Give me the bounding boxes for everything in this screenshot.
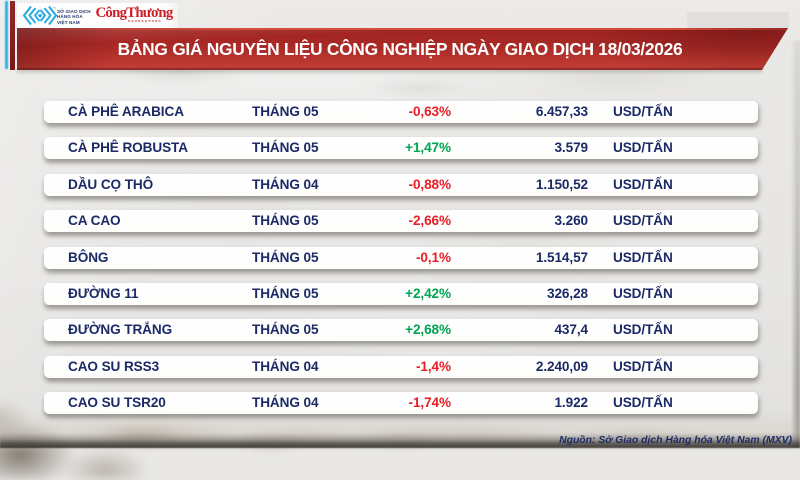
page-title: BẢNG GIÁ NGUYÊN LIỆU CÔNG NGHIỆP NGÀY GI… [117, 38, 683, 59]
percent-change: -2,66% [408, 213, 452, 229]
price-value: 6.457,33 [535, 104, 588, 119]
contract-month: THÁNG 05 [252, 285, 319, 301]
table-row: CAO SU TSR20 THÁNG 04 -1,74% 1.922 USD/TẤN [44, 392, 758, 415]
price-value: 1.514,57 [535, 249, 588, 265]
table-row: CAO SU RSS3 THÁNG 04 -1,4% 2.240,09 USD/TẤN [44, 355, 758, 378]
commodity-name: CAO SU TSR20 [68, 395, 166, 411]
mxv-logo-icon [23, 6, 57, 25]
contract-month: THÁNG 04 [252, 395, 319, 411]
contract-month: THÁNG 05 [252, 249, 319, 265]
price-unit: USD/TẤN [613, 176, 673, 192]
contract-month: THÁNG 04 [252, 358, 319, 374]
background-right-shade [791, 40, 800, 448]
price-table: CÀ PHÊ ARABICA THÁNG 05 -0,63% 6.457,33 USD/… [44, 101, 758, 415]
commodity-name: DẦU CỌ THÔ [68, 176, 154, 192]
commodity-name: CÀ PHÊ ARABICA [68, 104, 184, 119]
price-unit: USD/TẤN [613, 358, 673, 374]
contract-month: THÁNG 04 [252, 176, 319, 192]
price-unit: USD/TẤN [613, 285, 673, 301]
commodity-name: BÔNG [68, 249, 109, 265]
price-unit: USD/TẤN [613, 249, 673, 265]
title-banner [17, 28, 788, 70]
percent-change: -0,88% [408, 176, 452, 192]
background-bottom-dark-band [0, 433, 800, 448]
percent-change: -1,74% [408, 395, 452, 411]
mxv-trademark: ™ [52, 5, 57, 11]
price-value: 1.922 [554, 395, 588, 411]
banner-drop-shadow [17, 69, 762, 74]
commodity-name: CÀ PHÊ ROBUSTA [68, 140, 188, 156]
price-value: 3.260 [554, 213, 588, 229]
price-value: 2.240,09 [535, 358, 588, 374]
table-row: CA CAO THÁNG 05 -2,66% 3.260 USD/TẤN [44, 210, 758, 233]
table-row: BÔNG THÁNG 05 -0,1% 1.514,57 USD/TẤN [44, 246, 758, 269]
source-note: Nguồn: Sở Giao dịch Hàng hóa Việt Nam (M… [559, 434, 792, 446]
mxv-logo-text: SỞ GIAO DỊCH HÀNG HÓA VIỆT NAM [57, 8, 91, 25]
commodity-name: CAO SU RSS3 [68, 358, 160, 374]
commodity-name: ĐƯỜNG TRẮNG [68, 322, 173, 338]
banner-top-highlight [17, 28, 788, 30]
background-block [687, 12, 789, 30]
price-value: 3.579 [554, 140, 588, 156]
price-unit: USD/TẤN [613, 395, 673, 411]
left-accent-cyan-line [5, 1, 8, 69]
table-row: CÀ PHÊ ROBUSTA THÁNG 05 +1,47% 3.579 USD/TẤN [44, 137, 758, 160]
price-value: 437,4 [554, 322, 588, 338]
percent-change: -0,63% [408, 104, 452, 119]
percent-change: +2,68% [405, 322, 451, 338]
percent-change: -0,1% [415, 249, 451, 265]
table-row: ĐƯỜNG TRẮNG THÁNG 05 +2,68% 437,4 USD/TẤN [44, 319, 758, 342]
price-unit: USD/TẤN [613, 140, 673, 156]
price-unit: USD/TẤN [613, 213, 673, 229]
banner-bottom-shade [17, 68, 788, 70]
commodity-name: CA CAO [68, 213, 121, 229]
price-unit: USD/TẤN [613, 322, 673, 338]
contract-month: THÁNG 05 [252, 322, 319, 338]
congthuong-logo-subtext [128, 20, 161, 23]
contract-month: THÁNG 05 [252, 104, 319, 119]
commodity-name: ĐƯỜNG 11 [68, 285, 139, 301]
contract-month: THÁNG 05 [252, 213, 319, 229]
price-value: 326,28 [547, 285, 588, 301]
percent-change: -1,4% [415, 358, 451, 374]
left-accent-maroon-line [10, 1, 15, 70]
price-unit: USD/TẤN [613, 104, 673, 119]
price-value: 1.150,52 [535, 176, 588, 192]
percent-change: +1,47% [405, 140, 451, 156]
contract-month: THÁNG 05 [252, 140, 319, 156]
table-row: CÀ PHÊ ARABICA THÁNG 05 -0,63% 6.457,33 USD/… [44, 101, 758, 123]
percent-change: +2,42% [405, 285, 451, 301]
table-row: DẦU CỌ THÔ THÁNG 04 -0,88% 1.150,52 USD/TẤN [44, 173, 758, 196]
table-row: ĐƯỜNG 11 THÁNG 05 +2,42% 326,28 USD/TẤN [44, 282, 758, 305]
congthuong-logo-text: CôngThương [95, 4, 174, 21]
logo-bar: ™ SỞ GIAO DỊCH HÀNG HÓA VIỆT NAM CôngThươn… [17, 3, 178, 28]
